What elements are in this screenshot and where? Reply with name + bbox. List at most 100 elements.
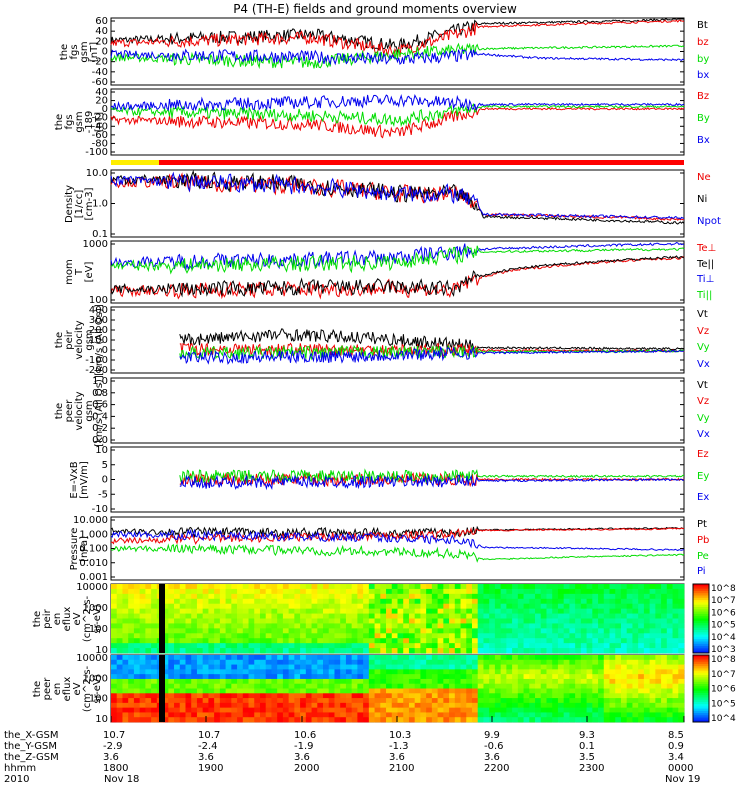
heatmap-cell: [523, 638, 530, 644]
heatmap-cell: [202, 702, 209, 709]
heatmap-cell: [609, 669, 616, 675]
heatmap-cell: [598, 669, 605, 675]
heatmap-cell: [345, 717, 353, 723]
heatmap-cell: [248, 678, 255, 685]
heatmap-cell: [523, 712, 530, 718]
heatmap-cell: [666, 707, 673, 713]
heatmap-cell: [248, 608, 255, 614]
heatmap-cell: [426, 648, 433, 654]
heatmap-cell: [620, 707, 628, 713]
heatmap-cell: [546, 628, 553, 634]
heatmap-cell: [145, 702, 152, 709]
heatmap-cell: [494, 698, 502, 704]
y-axis-label: the fgs gsm [nT]: [59, 41, 100, 62]
heatmap-cell: [408, 717, 416, 723]
heatmap-cell: [271, 669, 278, 675]
heatmap-cell: [666, 659, 673, 665]
heatmap-cell: [454, 648, 461, 654]
heatmap-cell: [151, 603, 158, 610]
heatmap-cell: [191, 659, 198, 665]
x-axis-row-label: the_Z-GSM: [4, 752, 59, 763]
heatmap-cell: [282, 633, 290, 639]
heatmap-cell: [242, 608, 249, 614]
heatmap-cell: [603, 702, 610, 709]
heatmap-cell: [328, 618, 335, 624]
heatmap-cell: [609, 623, 616, 629]
heatmap-cell: [345, 588, 353, 595]
y-tick-label: 40: [95, 87, 108, 98]
heatmap-cell: [655, 584, 662, 590]
heatmap-cell: [598, 707, 605, 713]
panel-6: 1.00.80.60.40.20.0: [92, 376, 685, 446]
heatmap-cell: [317, 712, 324, 718]
heatmap-cell: [397, 593, 404, 600]
heatmap-cell: [214, 638, 221, 644]
series-Npot-line: [110, 171, 685, 220]
heatmap-cell: [598, 659, 605, 665]
heatmap-cell: [111, 633, 118, 639]
heatmap-cell: [529, 643, 536, 649]
heatmap-cell: [449, 598, 456, 605]
heatmap-cell: [208, 598, 215, 605]
heatmap-cell: [552, 588, 559, 595]
heatmap-cell: [403, 593, 410, 600]
heatmap-cell: [139, 702, 146, 709]
heatmap-cell: [512, 717, 519, 723]
heatmap-cell: [288, 628, 295, 634]
heatmap-cell: [494, 633, 502, 639]
heatmap-cell: [317, 664, 324, 670]
heatmap-cell: [328, 628, 335, 634]
heatmap-cell: [179, 702, 186, 709]
heatmap-cell: [586, 623, 593, 629]
heatmap-cell: [529, 683, 536, 689]
heatmap-cell: [661, 603, 668, 610]
heatmap-cell: [437, 702, 444, 709]
heatmap-cell: [237, 702, 244, 709]
heatmap-cell: [116, 693, 123, 699]
heatmap-cell: [592, 628, 599, 634]
heatmap-cell: [609, 608, 616, 614]
heatmap-cell: [449, 683, 456, 689]
heatmap-cell: [368, 628, 375, 634]
heatmap-cell: [592, 693, 599, 699]
heatmap-cell: [477, 717, 484, 723]
heatmap-cell: [609, 688, 616, 694]
heatmap-cell: [259, 674, 267, 680]
heatmap-cell: [466, 598, 473, 605]
heatmap-cell: [426, 623, 433, 629]
heatmap-cell: [116, 593, 123, 600]
heatmap-cell: [111, 702, 118, 709]
heatmap-cell: [202, 664, 209, 670]
heatmap-cell: [116, 674, 123, 680]
heatmap-cell: [506, 584, 513, 590]
heatmap-cell: [340, 633, 347, 639]
heatmap-cell: [523, 707, 530, 713]
heatmap-cell: [294, 688, 301, 694]
heatmap-cell: [185, 623, 192, 629]
heatmap-cell: [334, 688, 341, 694]
heatmap-cell: [162, 598, 169, 605]
heatmap-cell: [632, 584, 639, 590]
heatmap-cell: [431, 655, 439, 661]
mode-bar-segment: [159, 160, 684, 165]
heatmap-cell: [351, 623, 358, 629]
heatmap-cell: [517, 608, 524, 614]
colorbar-cell: [693, 684, 709, 687]
heatmap-cell: [598, 664, 605, 670]
heatmap-cell: [225, 593, 232, 600]
heatmap-cell: [288, 623, 295, 629]
heatmap-cell: [408, 674, 416, 680]
heatmap-cell: [535, 655, 542, 661]
heatmap-cell: [569, 678, 576, 685]
heatmap-cell: [288, 643, 295, 649]
heatmap-cell: [133, 603, 141, 610]
heatmap-cell: [403, 688, 410, 694]
heatmap-cell: [449, 623, 456, 629]
heatmap-cell: [638, 683, 645, 689]
heatmap-cell: [202, 693, 209, 699]
colorbar-label: 10^7: [711, 596, 736, 606]
heatmap-cell: [420, 678, 427, 685]
heatmap-cell: [546, 698, 553, 704]
heatmap-cell: [282, 659, 290, 665]
heatmap-cell: [649, 584, 656, 590]
